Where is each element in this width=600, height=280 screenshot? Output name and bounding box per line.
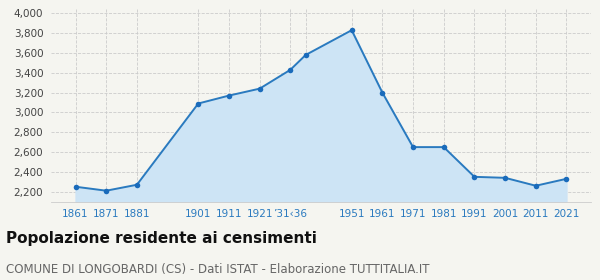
Point — [286, 67, 295, 72]
Point — [408, 145, 418, 149]
Point — [301, 53, 310, 57]
Text: COMUNE DI LONGOBARDI (CS) - Dati ISTAT - Elaborazione TUTTITALIA.IT: COMUNE DI LONGOBARDI (CS) - Dati ISTAT -… — [6, 263, 430, 276]
Point — [500, 176, 510, 180]
Point — [439, 145, 449, 149]
Point — [470, 175, 479, 179]
Point — [193, 101, 203, 106]
Point — [71, 185, 80, 189]
Point — [377, 90, 387, 95]
Point — [132, 183, 142, 187]
Point — [255, 87, 265, 91]
Point — [531, 183, 541, 188]
Text: Popolazione residente ai censimenti: Popolazione residente ai censimenti — [6, 231, 317, 246]
Point — [224, 93, 234, 98]
Point — [101, 188, 111, 193]
Point — [562, 177, 571, 181]
Point — [347, 28, 356, 32]
